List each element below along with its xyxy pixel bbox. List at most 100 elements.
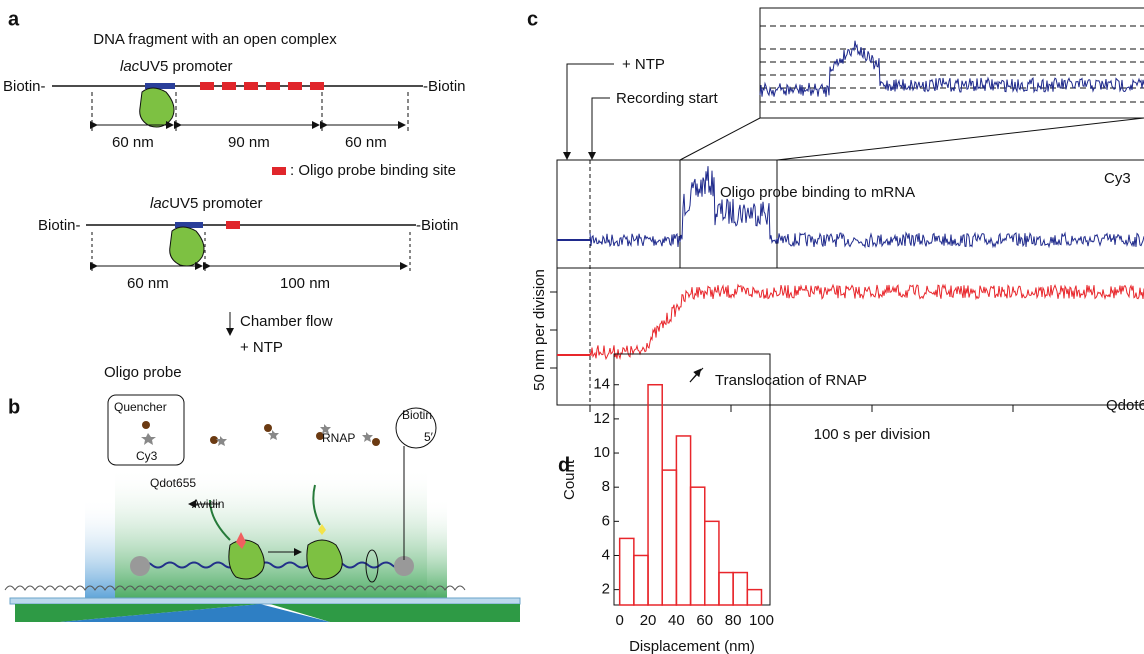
cy3 [318,524,326,535]
x-tick-label: 0 [616,612,624,629]
title: DNA fragment with an open complex [93,31,337,48]
label: Oligo probe binding to mRNA [720,184,915,201]
free-probes [210,424,380,446]
inset [395,407,437,449]
panel-label: b [8,396,20,418]
rnap [139,87,175,128]
dist: 60 nm [345,134,387,151]
biotin: Biotin- [38,217,81,234]
legend-swatch [272,167,286,175]
label: Avidin [192,497,224,511]
zoom-line [776,117,1144,161]
label: + NTP [622,56,665,73]
promoter: lacUV5 promoter [120,58,233,75]
x-tick-label: 80 [725,612,742,629]
step: Chamber flow [240,313,333,330]
bar [718,571,734,606]
cy3 [141,433,156,445]
label: Cy3 [1104,170,1131,187]
probe-site [226,221,240,229]
inset-levels [760,25,1144,103]
beam [85,498,115,598]
dist: 60 nm [127,275,169,292]
plot-frame [613,353,771,606]
panel-label: d [558,454,570,476]
y-tick-label: 12 [593,410,610,427]
dna [139,561,405,569]
rnap [169,226,205,267]
label: Cy3 [136,449,158,463]
promoter-rest: UV5 promoter [169,195,262,212]
promoter: lacUV5 promoter [150,195,263,212]
zoom-line [679,117,761,161]
promoter-box [145,83,175,89]
y-tick-label: 2 [602,581,610,598]
bar [675,435,692,606]
y-axis-label: Count [561,459,578,500]
y-tick-label: 8 [602,478,610,495]
x-tick-label: 60 [696,612,713,629]
layout: a b c d DNA fragment with an open comple… [3,7,1144,622]
rnap [306,539,343,580]
bar [618,537,635,606]
biotin: -Biotin [423,78,466,95]
promoter-box [175,222,203,228]
x-tick-label: 100 [749,612,774,629]
floor [60,604,330,622]
promoter-italic: lac [120,58,140,75]
y-tick-label: 14 [593,376,610,393]
bar [689,486,706,606]
trace [589,166,1144,249]
arrow [563,63,614,160]
panel-label: a [8,8,20,30]
label: Quencher [114,400,167,414]
y-tick-label: 6 [602,512,610,529]
legend: : Oligo probe binding site [290,162,456,179]
trace-box [556,267,1144,406]
traces [557,40,1144,361]
x-label: 100 s per division [814,426,931,443]
quencher [142,421,150,429]
promoter-italic: lac [150,195,170,212]
label: Biotin [402,408,432,422]
histogram: Displacement (nm) Count 2 4 6 8 10 12 14 0 20 40 6… [561,353,774,654]
label: Translocation of RNAP [715,372,867,389]
x-axis-label: Displacement (nm) [629,638,755,654]
qdot [236,532,246,549]
axis-ticks [550,291,1014,412]
peg [4,585,466,591]
avidin [130,556,150,576]
oligo-label: Oligo probe [104,364,182,381]
label: Qdot655 [1106,397,1144,414]
promoter-rest: UV5 promoter [139,58,232,75]
dist: 90 nm [228,134,270,151]
bar [647,383,663,606]
arrow [588,97,610,160]
panel-label: c [527,8,538,30]
dist: 100 nm [280,275,330,292]
label: RNAP [322,431,355,445]
x-tick-label: 20 [640,612,657,629]
floor [15,604,520,622]
rotation [365,549,379,583]
x-tick-label: 40 [668,612,685,629]
arrow [689,368,702,383]
rna [209,484,321,541]
avidin [394,556,414,576]
trace [759,40,1144,97]
bar [704,520,720,606]
step: + NTP [240,339,283,356]
biotin: Biotin- [3,78,46,95]
bar [633,554,649,606]
trace [589,283,1144,361]
y-label: 50 nm per division [531,269,548,391]
probe-box [107,394,185,466]
dist: 60 nm [112,134,154,151]
y-tick-label: 4 [602,546,610,563]
beam [115,468,427,598]
probe-sites [200,82,324,90]
beam [427,498,447,598]
slide [9,597,521,605]
y-tick-label: 10 [593,444,610,461]
